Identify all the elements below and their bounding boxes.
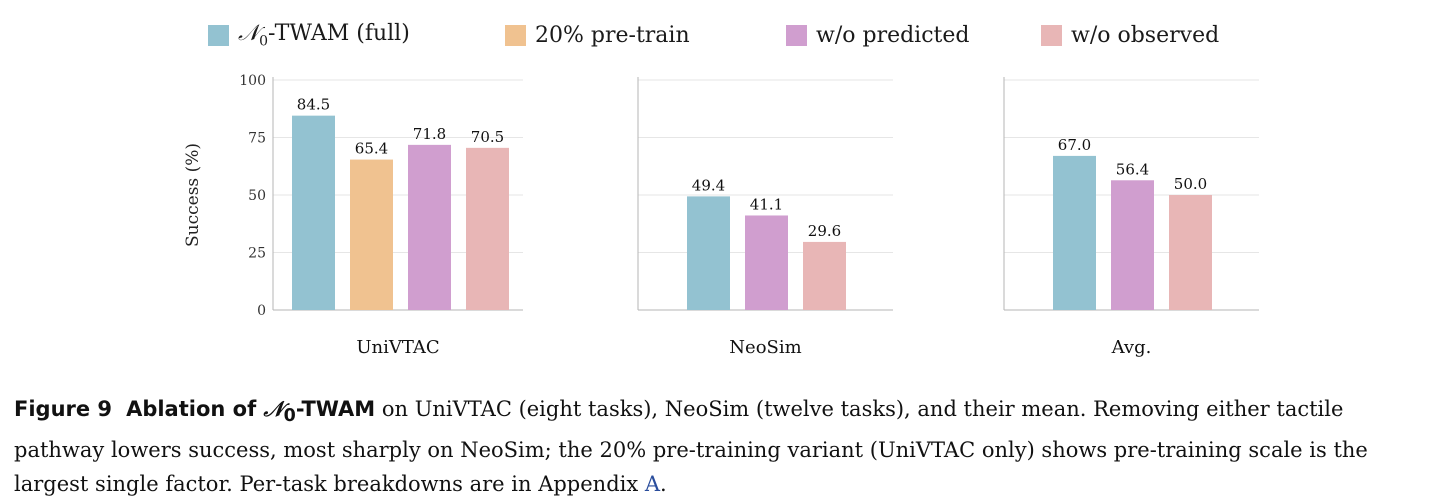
legend-swatch (505, 24, 526, 46)
figure-label: Figure 9 (14, 397, 113, 421)
data-label: 67.0 (1058, 136, 1091, 154)
legend-label: w/o observed (1071, 22, 1220, 48)
data-label: 29.6 (808, 222, 841, 240)
legend-swatch (1041, 24, 1062, 46)
legend-swatch (208, 24, 229, 46)
data-label: 41.1 (750, 195, 783, 213)
panel-label: NeoSim (729, 337, 801, 358)
y-tick-label: 0 (257, 303, 266, 319)
bar (1111, 180, 1154, 310)
bar (466, 147, 509, 310)
data-label: 56.4 (1116, 160, 1149, 178)
appendix-link[interactable]: A (644, 472, 661, 497)
bar (350, 159, 393, 310)
data-label: 50.0 (1174, 175, 1207, 193)
bar (745, 215, 788, 310)
legend-item-wo-observed: w/o observed (1041, 18, 1219, 52)
y-axis-label: Success (%) (183, 143, 203, 247)
legend-item-wo-predicted: w/o predicted (786, 18, 969, 52)
y-tick-label: 25 (248, 246, 266, 262)
bar (803, 241, 846, 310)
legend-item-full: 𝒩0-TWAM (full) (208, 18, 410, 52)
chart-legend: 𝒩0-TWAM (full) 20% pre-train w/o predict… (0, 18, 1439, 54)
bar (1169, 195, 1212, 310)
bar (687, 196, 730, 310)
panel-label: Avg. (1111, 337, 1152, 358)
legend-label: w/o predicted (816, 22, 970, 48)
data-label: 49.4 (692, 176, 725, 194)
legend-item-pretrain: 20% pre-train (505, 18, 690, 52)
y-tick-label: 100 (239, 73, 266, 89)
caption-text: on UniVTAC (eight tasks), NeoSim (twelve… (14, 397, 1368, 497)
bar (408, 144, 451, 310)
figure-title: Ablation of 𝒩0-TWAM (126, 397, 376, 427)
data-label: 70.5 (471, 128, 504, 146)
legend-swatch (786, 24, 807, 46)
panel-label: UniVTAC (356, 337, 439, 358)
y-tick-label: 75 (248, 131, 266, 147)
data-label: 84.5 (297, 96, 330, 114)
data-label: 65.4 (355, 140, 388, 158)
y-tick-label: 50 (248, 188, 266, 204)
chart-canvas: Success (%) 0 25 50 75 100 84.5 65.4 71.8 70.5 Uni… (183, 73, 1259, 358)
legend-label: 20% pre-train (535, 22, 690, 48)
data-label: 71.8 (413, 125, 446, 143)
legend-label: 𝒩0-TWAM (full) (238, 20, 410, 50)
bar (292, 115, 335, 311)
figure-caption: Figure 9 Ablation of 𝒩0-TWAM on UniVTAC (… (14, 397, 1368, 497)
bar (1053, 155, 1096, 310)
